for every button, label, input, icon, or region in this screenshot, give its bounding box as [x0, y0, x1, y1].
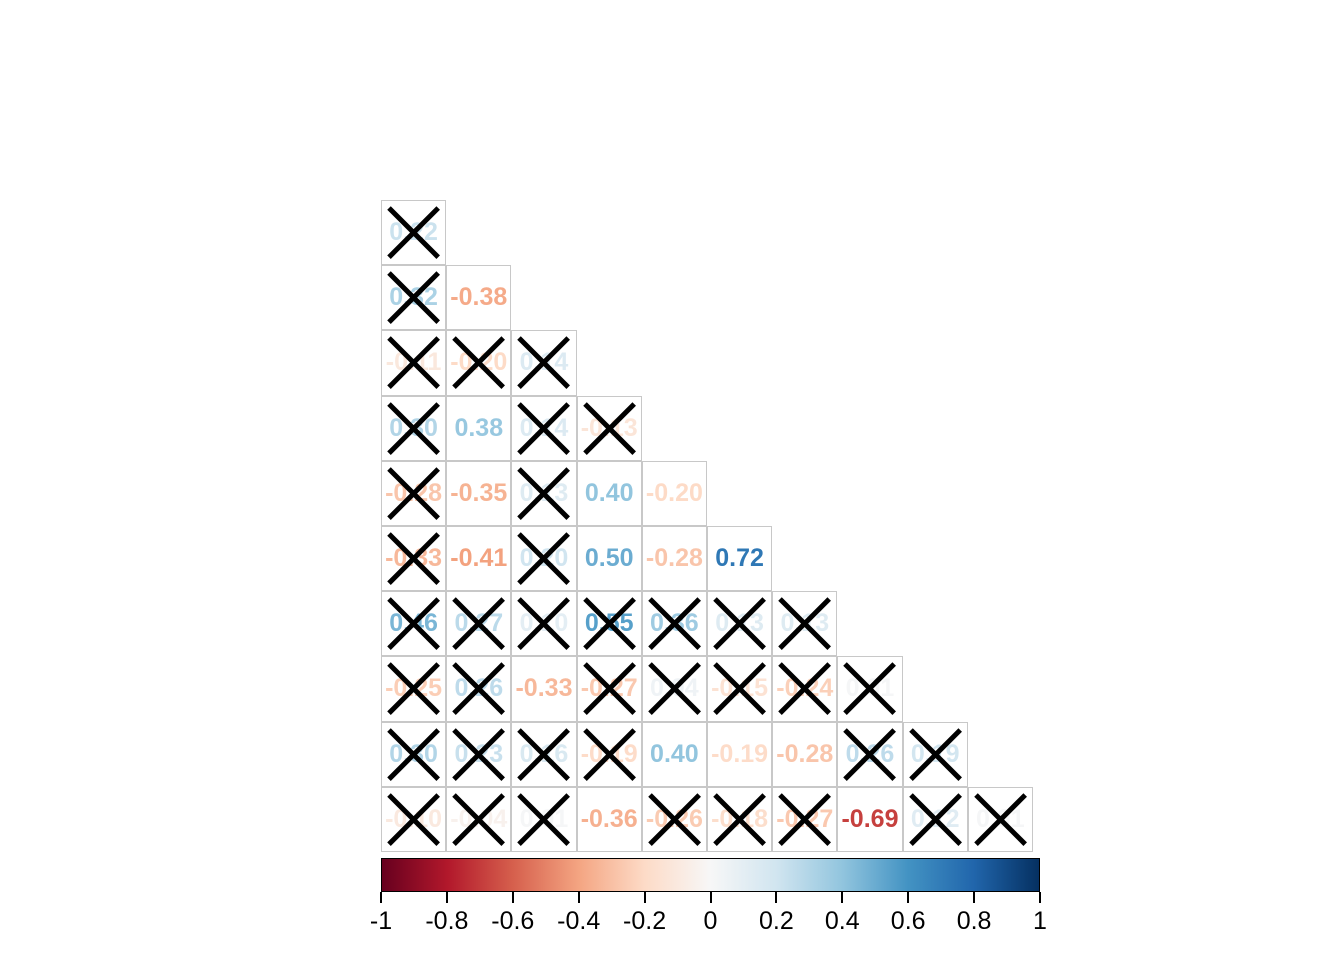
- matrix-cell: [641, 591, 707, 657]
- matrix-cell: [511, 395, 577, 461]
- matrix-cell: [641, 656, 707, 722]
- matrix-cell: [576, 591, 642, 657]
- matrix-cell: [511, 460, 577, 526]
- legend-tick: [841, 892, 844, 903]
- legend-tick: [511, 892, 514, 903]
- color-scale-legend: -1 -0.8 -0.6 -0.4 -0.2 0 0.2 0.4 0.6 0.8 1: [370, 858, 1047, 938]
- matrix-cell: [837, 786, 903, 852]
- matrix-cell: [446, 330, 512, 396]
- matrix-cell: [446, 460, 512, 526]
- matrix-cell: [641, 526, 707, 592]
- legend-tick-label: -0.6: [491, 907, 535, 935]
- legend-gradient-bar: [381, 858, 1040, 892]
- matrix-cell: [446, 265, 512, 331]
- legend-tick-label: 0: [703, 907, 718, 935]
- legend-tick-label: -0.4: [557, 907, 601, 935]
- matrix-cell: [576, 395, 642, 461]
- matrix-cell: [381, 395, 447, 461]
- legend-tick-label: 0.6: [890, 907, 926, 935]
- matrix-cell: [707, 526, 773, 592]
- matrix-cell: [446, 721, 512, 787]
- matrix-cell: [576, 656, 642, 722]
- matrix-cell: [511, 786, 577, 852]
- matrix-cell: [707, 656, 773, 722]
- matrix-cell: [381, 460, 447, 526]
- matrix-cell: [772, 786, 838, 852]
- matrix-cell: [446, 656, 512, 722]
- legend-tick: [1039, 892, 1041, 903]
- matrix-cell: [381, 526, 447, 592]
- legend-tick: [445, 892, 448, 903]
- matrix-cell: [381, 200, 447, 266]
- legend-tick-label: 0.8: [956, 907, 992, 935]
- matrix-cell: [446, 591, 512, 657]
- legend-tick-label: 0.4: [824, 907, 860, 935]
- matrix-cell: [837, 656, 903, 722]
- matrix-cell: [511, 330, 577, 396]
- matrix-cell: [381, 721, 447, 787]
- matrix-cell: [381, 656, 447, 722]
- matrix-cell: [641, 460, 707, 526]
- matrix-cell: [446, 526, 512, 592]
- matrix-cell: [967, 786, 1033, 852]
- legend-tick: [577, 892, 580, 903]
- legend-tick-label: -0.8: [425, 907, 469, 935]
- matrix-cell: [381, 591, 447, 657]
- matrix-cell: [707, 786, 773, 852]
- matrix-cell: [902, 721, 968, 787]
- matrix-cell: [511, 721, 577, 787]
- matrix-cell: [511, 656, 577, 722]
- legend-tick: [907, 892, 910, 903]
- matrix-cell: [381, 265, 447, 331]
- matrix-cell: [707, 591, 773, 657]
- matrix-cell: [772, 656, 838, 722]
- matrix-cell: [576, 526, 642, 592]
- matrix-cell: [837, 721, 903, 787]
- matrix-cell: [576, 786, 642, 852]
- matrix-cell: [576, 721, 642, 787]
- matrix-cell: [446, 395, 512, 461]
- matrix-cell: [772, 591, 838, 657]
- legend-tick-label: 1: [1033, 907, 1047, 935]
- matrix-cell: [381, 786, 447, 852]
- matrix-cell: [707, 721, 773, 787]
- legend-tick: [709, 892, 712, 903]
- matrix-cell: [902, 786, 968, 852]
- legend-tick: [380, 892, 382, 903]
- legend-tick-label: 0.2: [759, 907, 794, 935]
- matrix-cell: [641, 721, 707, 787]
- matrix-cell: [576, 460, 642, 526]
- legend-tick: [775, 892, 778, 903]
- matrix-cell: [641, 786, 707, 852]
- legend-tick-label: -0.2: [623, 907, 667, 935]
- matrix-cell: [511, 591, 577, 657]
- matrix-cell: [381, 330, 447, 396]
- legend-tick-label: -1: [369, 907, 393, 935]
- matrix-cell: [772, 721, 838, 787]
- legend-tick: [643, 892, 646, 903]
- matrix-cell: [511, 526, 577, 592]
- matrix-cell: [446, 786, 512, 852]
- legend-tick: [973, 892, 976, 903]
